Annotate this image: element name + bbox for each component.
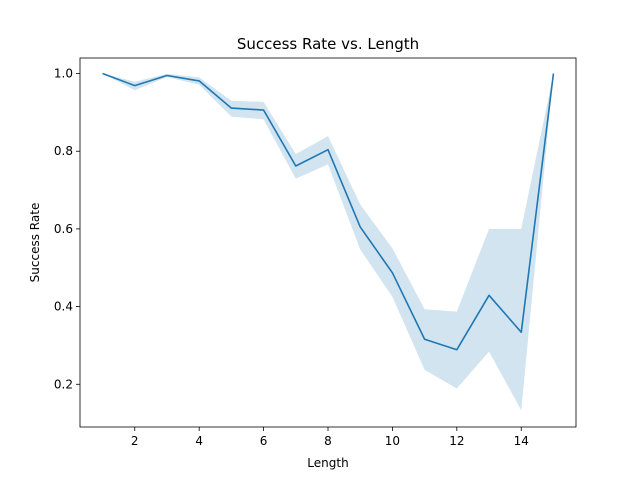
y-tick-label: 0.2 — [54, 377, 73, 391]
y-tick-label: 0.6 — [54, 222, 73, 236]
x-tick-label: 12 — [449, 434, 464, 448]
y-tick-label: 0.4 — [54, 300, 73, 314]
x-tick-label: 6 — [260, 434, 268, 448]
x-tick-label: 14 — [514, 434, 529, 448]
y-tick-label: 1.0 — [54, 67, 73, 81]
series-line — [102, 72, 555, 351]
y-axis-label: Success Rate — [28, 203, 42, 283]
chart-title: Success Rate vs. Length — [237, 35, 419, 53]
x-tick-label: 2 — [131, 434, 139, 448]
x-tick-label: 4 — [195, 434, 203, 448]
plot-area — [102, 72, 555, 411]
y-tick-label: 0.8 — [54, 144, 73, 158]
confidence-band — [102, 73, 554, 411]
axis-ticks: 2 4 6 8 10 12 14 0.2 0.4 0.6 0.8 1.0 — [54, 67, 529, 448]
x-tick-label: 8 — [324, 434, 332, 448]
x-axis-label: Length — [307, 456, 348, 470]
x-tick-label: 10 — [385, 434, 400, 448]
